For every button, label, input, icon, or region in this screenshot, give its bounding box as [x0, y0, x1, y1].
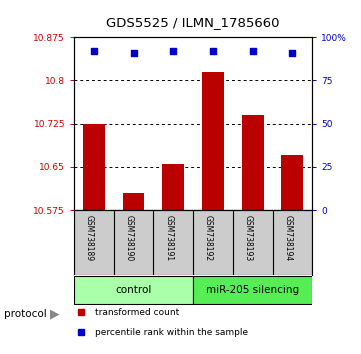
- Text: GSM738191: GSM738191: [164, 215, 173, 262]
- Bar: [202, 72, 224, 210]
- Text: ▶: ▶: [50, 308, 60, 321]
- Text: miR-205 silencing: miR-205 silencing: [206, 285, 299, 295]
- Point: [210, 48, 216, 54]
- Point: [91, 48, 97, 54]
- Text: GSM738192: GSM738192: [204, 215, 213, 262]
- Bar: [193, 275, 312, 304]
- Point: [290, 50, 295, 56]
- Text: control: control: [116, 285, 152, 295]
- Bar: [162, 164, 184, 210]
- Point: [170, 48, 176, 54]
- Point: [250, 48, 256, 54]
- Text: GDS5525 / ILMN_1785660: GDS5525 / ILMN_1785660: [106, 16, 280, 29]
- Bar: [83, 124, 105, 210]
- Bar: [242, 115, 264, 210]
- Text: GSM738190: GSM738190: [125, 215, 134, 262]
- Text: protocol: protocol: [4, 309, 46, 319]
- Point: [131, 50, 136, 56]
- Text: transformed count: transformed count: [95, 308, 180, 317]
- Text: GSM738189: GSM738189: [85, 215, 94, 262]
- Bar: [123, 193, 144, 210]
- Text: percentile rank within the sample: percentile rank within the sample: [95, 327, 249, 337]
- Text: GSM738193: GSM738193: [244, 215, 253, 262]
- Bar: [74, 275, 193, 304]
- Text: GSM738194: GSM738194: [283, 215, 292, 262]
- Bar: [282, 155, 303, 210]
